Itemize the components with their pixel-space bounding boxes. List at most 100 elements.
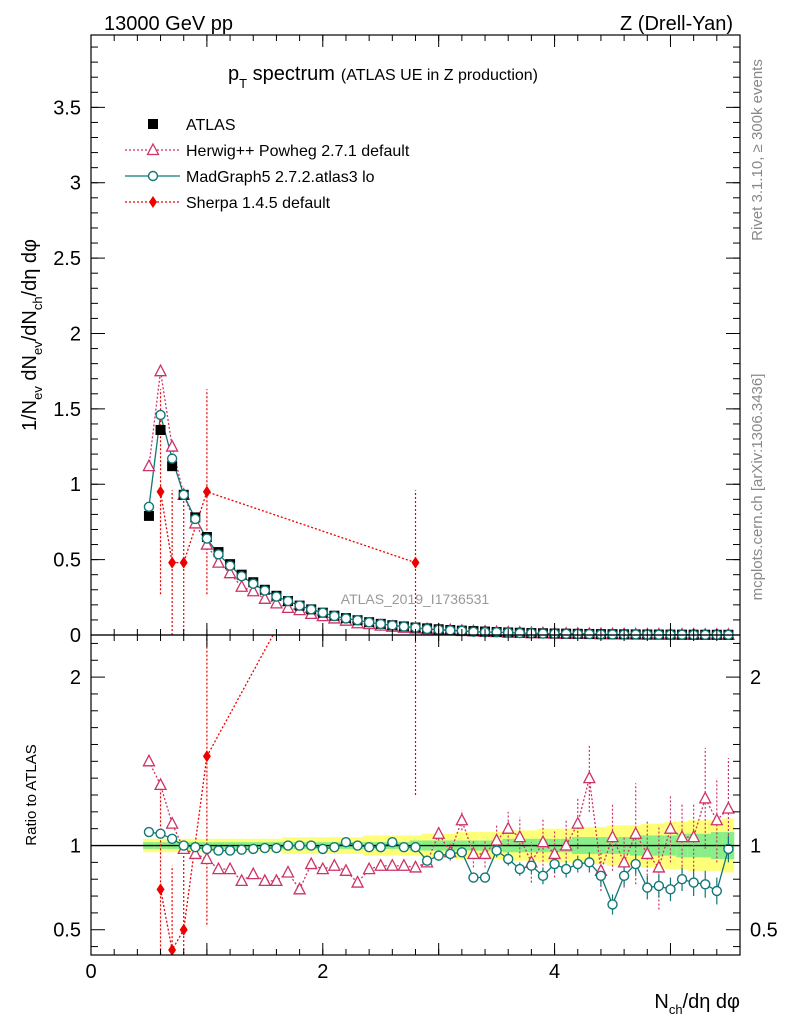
data-point xyxy=(468,626,479,638)
ratio-data-point xyxy=(387,836,398,848)
ratio-data-point xyxy=(258,873,272,887)
ratio-data-point xyxy=(340,836,352,848)
ratio-data-point xyxy=(410,842,421,853)
title-small: (ATLAS UE in Z production) xyxy=(341,67,538,84)
ratio-data-point xyxy=(294,840,305,851)
ratio-data-point xyxy=(607,899,618,910)
data-point xyxy=(167,461,178,472)
ratio-data-point xyxy=(665,884,676,895)
ratio-data-point xyxy=(190,842,201,853)
ratio-data-point xyxy=(168,943,177,955)
ratio-data-point xyxy=(455,812,469,826)
data-point xyxy=(584,628,595,640)
ratio-data-point xyxy=(698,790,712,804)
ratio-y-tick-label: 0.5 xyxy=(53,920,81,942)
ratio-data-point xyxy=(721,801,735,814)
ratio-data-point xyxy=(329,842,340,853)
rivet-version-label: Rivet 3.1.10, ≥ 300k events xyxy=(749,59,766,241)
ratio-y-tick-label-right: 0.5 xyxy=(750,920,778,942)
ratio-data-point xyxy=(549,858,560,870)
data-point xyxy=(201,533,213,544)
data-point xyxy=(445,625,456,636)
ratio-y-tick-label: 1 xyxy=(70,836,81,858)
ratio-data-point xyxy=(408,860,423,873)
data-point xyxy=(387,620,398,631)
ratio-data-point xyxy=(478,846,492,860)
ratio-xlabel: Nch/dη dφ xyxy=(654,991,740,1017)
data-point xyxy=(236,571,247,582)
ratio-data-point xyxy=(629,826,643,839)
data-point xyxy=(168,556,177,569)
data-point xyxy=(224,560,236,571)
ratio-y-tick-label-right: 2 xyxy=(750,667,761,689)
analysis-watermark: ATLAS_2019_I1736531 xyxy=(341,591,490,607)
ratio-data-point xyxy=(281,865,295,878)
data-point xyxy=(190,513,201,525)
data-point xyxy=(363,617,375,628)
main-ylabel: 1/Nev dNev/dNch/dη dφ xyxy=(19,239,45,431)
legend-label: Herwig++ Powheg 2.7.1 default xyxy=(186,143,410,160)
ratio-panel: 0.5 0.5 1 1 2 2 0 2 4 Ratio to ATLAS Nch/dη dφ xyxy=(23,634,778,1017)
data-point xyxy=(340,613,352,624)
data-point xyxy=(305,604,317,615)
ratio-data-point xyxy=(595,870,607,882)
data-point xyxy=(269,595,284,609)
data-point xyxy=(281,600,295,614)
data-point xyxy=(560,628,572,640)
ratio-data-point xyxy=(490,833,504,846)
data-point xyxy=(143,501,155,513)
x-tick-label: 0 xyxy=(85,961,96,983)
legend-label: MadGraph5 2.7.2.atlas3 lo xyxy=(186,169,375,186)
ratio-data-point xyxy=(723,843,734,855)
ratio-data-point xyxy=(188,846,202,860)
header-right: Z (Drell-Yan) xyxy=(620,13,733,35)
data-point xyxy=(329,610,340,622)
main-title: pT spectrum (ATLAS UE in Z production) xyxy=(228,63,538,91)
ratio-data-point xyxy=(605,829,620,843)
ratio-data-point xyxy=(200,851,214,865)
data-point xyxy=(258,591,272,604)
data-point xyxy=(421,623,433,635)
data-point xyxy=(235,579,249,592)
main-axes: 0 0.5 1 1.5 2 2.5 3 3.5 xyxy=(53,35,740,647)
ratio-data-point xyxy=(156,883,165,896)
ratio-y-tick-label-right: 1 xyxy=(750,836,761,858)
ratio-data-point xyxy=(676,874,688,885)
title-p: p xyxy=(228,63,239,85)
ratio-data-point xyxy=(153,777,168,791)
ratio-data-point xyxy=(526,860,537,871)
svg-text:Nch/dη dφ: Nch/dη dφ xyxy=(654,991,740,1017)
ratio-data-point xyxy=(179,923,188,936)
data-point xyxy=(156,485,165,498)
title-sub: T xyxy=(239,76,247,91)
data-point xyxy=(375,618,386,630)
ratio-data-point xyxy=(269,873,284,887)
data-point xyxy=(259,585,271,596)
ratio-data-point xyxy=(304,856,318,870)
data-point xyxy=(155,424,166,435)
ratio-data-point xyxy=(259,842,271,854)
ratio-data-point xyxy=(374,858,388,871)
ratio-data-point xyxy=(501,821,515,834)
ratio-data-point xyxy=(710,812,724,826)
data-point xyxy=(537,628,549,639)
ratio-data-point xyxy=(235,873,249,887)
ratio-data-point xyxy=(385,858,399,871)
ratio-data-point xyxy=(317,843,328,855)
ratio-data-point xyxy=(362,861,376,875)
ratio-data-point xyxy=(560,863,572,875)
data-point xyxy=(211,555,226,568)
ratio-data-point xyxy=(282,840,294,851)
ratio-data-point xyxy=(246,866,260,880)
y-tick-label: 2 xyxy=(70,323,81,345)
data-point xyxy=(165,439,179,452)
ratio-data-point xyxy=(433,850,444,861)
ratio-data-point xyxy=(547,846,562,860)
ratio-data-point xyxy=(398,842,410,853)
ratio-data-point xyxy=(618,870,630,882)
ratio-axes: 0.5 0.5 1 1 2 2 0 2 4 xyxy=(53,635,778,983)
ratio-data-point xyxy=(617,854,631,868)
ratio-series-line xyxy=(148,761,729,891)
data-point xyxy=(143,510,154,521)
